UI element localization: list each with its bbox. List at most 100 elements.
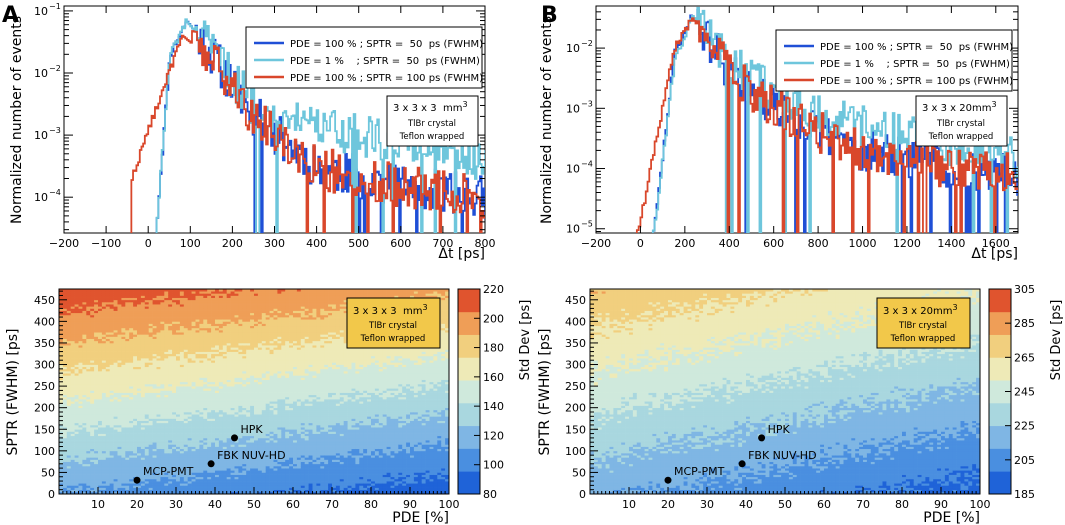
heatmap-cell <box>172 483 177 486</box>
heatmap-cell <box>234 474 239 478</box>
heatmap-cell <box>59 478 64 482</box>
heatmap-cell <box>242 396 247 400</box>
heatmap-cell <box>94 293 99 296</box>
heatmap-cell <box>207 306 212 309</box>
heatmap-cell <box>109 371 114 374</box>
heatmap-cell <box>160 409 165 413</box>
heatmap-cell <box>199 446 204 450</box>
heatmap-cell <box>78 424 83 428</box>
heatmap-cell <box>62 319 68 322</box>
heatmap-cell <box>109 362 114 365</box>
heatmap-cell <box>187 487 192 491</box>
heatmap-cell <box>137 358 142 361</box>
heatmap-cell <box>160 368 165 372</box>
heatmap-cell <box>66 368 72 372</box>
heatmap-cell <box>59 453 64 456</box>
heatmap-cell <box>140 392 146 396</box>
heatmap-cell <box>211 334 216 337</box>
heatmap-cell <box>254 340 259 344</box>
heatmap-cell <box>82 418 87 421</box>
heatmap-cell <box>94 465 99 469</box>
heatmap-cell <box>86 422 91 426</box>
heatmap-cell <box>98 390 103 393</box>
heatmap-cell <box>121 448 126 452</box>
heatmap-cell <box>215 289 220 292</box>
heatmap-cell <box>152 306 157 309</box>
heatmap-cell <box>246 351 251 355</box>
heatmap-cell <box>191 360 196 363</box>
heatmap-cell <box>203 299 208 303</box>
heatmap-cell <box>207 455 212 458</box>
info-box-a-top-dims: 3 x 3 x 3 mm3 <box>393 100 468 114</box>
heatmap-cell <box>113 289 118 292</box>
heatmap-cell <box>164 427 169 430</box>
heatmap-cell <box>109 424 114 428</box>
heatmap-cell <box>160 306 165 309</box>
heatmap-cell <box>226 360 231 363</box>
heatmap-cell <box>101 310 107 314</box>
heatmap-cell <box>66 379 72 383</box>
heatmap-cell <box>254 362 259 365</box>
heatmap-cell <box>179 291 185 294</box>
heatmap-cell <box>82 422 87 426</box>
heatmap-cell <box>144 366 150 370</box>
heatmap-cell <box>172 405 177 409</box>
heatmap-cell <box>250 465 255 469</box>
heatmap-cell <box>98 388 103 391</box>
heatmap-cell <box>156 489 161 493</box>
heatmap-cell <box>250 485 255 488</box>
heatmap-cell <box>183 450 189 454</box>
heatmap-cell <box>156 470 161 473</box>
heatmap-cell <box>179 301 185 305</box>
heatmap-cell <box>62 323 68 327</box>
heatmap-cell <box>105 366 111 370</box>
heatmap-cell <box>230 470 235 473</box>
heatmap-cell <box>86 345 91 348</box>
heatmap-cell <box>66 291 72 294</box>
heatmap-cell <box>199 355 204 359</box>
heatmap-cell <box>230 375 235 378</box>
heatmap-cell <box>222 437 228 441</box>
heatmap-cell <box>222 351 228 355</box>
heatmap-cell <box>70 377 75 380</box>
heatmap-cell <box>62 431 68 434</box>
heatmap-cell <box>94 468 99 471</box>
heatmap-cell <box>226 420 231 424</box>
heatmap-cell <box>183 422 189 426</box>
heatmap-cell <box>176 362 181 365</box>
heatmap-cell <box>105 470 111 473</box>
heatmap-cell <box>195 444 200 447</box>
heatmap-cell <box>172 401 177 404</box>
heatmap-cell <box>215 435 220 439</box>
heatmap-cell <box>121 491 126 495</box>
heatmap-cell <box>86 403 91 406</box>
heatmap-cell <box>86 420 91 424</box>
heatmap-cell <box>242 371 247 374</box>
heatmap-cell <box>183 433 189 437</box>
heatmap-cell <box>164 491 169 495</box>
heatmap-cell <box>187 301 192 305</box>
heatmap-cell <box>242 478 247 482</box>
heatmap-cell <box>254 334 259 337</box>
heatmap-cell <box>137 353 142 357</box>
heatmap-cell <box>78 347 83 350</box>
heatmap-cell <box>160 407 165 411</box>
heatmap-cell <box>113 416 118 419</box>
heatmap-cell <box>152 478 157 482</box>
heatmap-cell <box>78 478 83 482</box>
heatmap-cell <box>98 481 103 484</box>
heatmap-cell <box>109 293 114 296</box>
heatmap-cell <box>168 345 173 348</box>
heatmap-cell <box>238 334 243 337</box>
heatmap-cell <box>179 327 185 331</box>
heatmap-cell <box>179 422 185 426</box>
heatmap-cell <box>105 379 111 383</box>
heatmap-cell <box>164 483 169 486</box>
heatmap-cell <box>183 457 189 460</box>
heatmap-cell <box>152 474 157 478</box>
heatmap-cell <box>187 362 192 365</box>
heatmap-cell <box>78 353 83 357</box>
heatmap-cell <box>230 429 235 432</box>
heatmap-cell <box>156 481 161 484</box>
heatmap-cell <box>215 437 220 441</box>
